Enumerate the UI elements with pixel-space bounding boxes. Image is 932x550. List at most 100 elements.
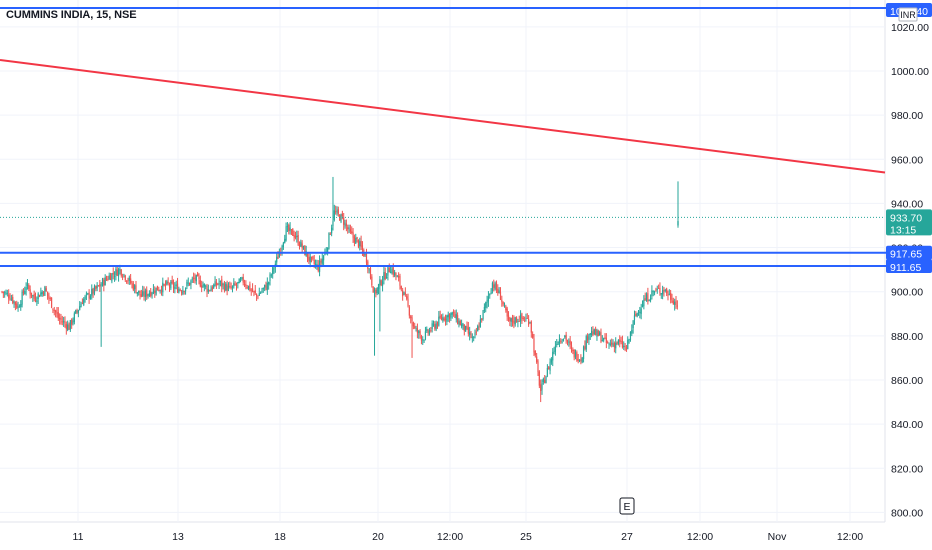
candle-body <box>572 349 574 352</box>
candle-body <box>625 347 628 350</box>
candle-body <box>388 267 390 273</box>
candle-body <box>365 253 368 263</box>
candle-body <box>514 317 516 325</box>
candle-body <box>337 209 339 214</box>
candle-body <box>440 317 443 320</box>
candle-body <box>119 268 121 271</box>
candle-body <box>100 284 102 286</box>
candle-body <box>309 256 311 263</box>
candle-body <box>415 327 417 330</box>
candle-body <box>603 337 605 341</box>
level-badge-text: 911.65 <box>890 262 921 274</box>
candle-body <box>164 283 167 286</box>
candle-body <box>72 320 74 324</box>
candle-body <box>443 318 445 321</box>
candle-body <box>593 329 595 335</box>
candle-body <box>151 293 153 295</box>
candle-body <box>22 290 25 294</box>
candle-body <box>534 350 536 355</box>
candle-body <box>509 317 511 322</box>
candle-body <box>93 286 96 294</box>
currency-box <box>898 7 918 22</box>
candle-body <box>24 290 26 294</box>
candle-body <box>289 227 291 232</box>
candle-body <box>662 289 664 295</box>
candle-body <box>633 315 636 321</box>
candle-body <box>57 312 59 319</box>
candle-body <box>542 378 544 383</box>
candle-body <box>180 291 183 293</box>
candle-body <box>450 313 452 318</box>
candle-body <box>627 339 629 349</box>
candle-body <box>651 290 653 297</box>
candle-body <box>201 285 203 288</box>
x-tick-label: 11 <box>73 531 84 543</box>
candle-body <box>112 272 114 275</box>
candle-body <box>187 282 189 284</box>
candle-body <box>14 301 16 305</box>
candle-body <box>218 282 220 285</box>
candle-body <box>412 322 414 327</box>
trendline <box>0 58 886 174</box>
candle-body <box>507 315 510 320</box>
candle-body <box>316 264 318 266</box>
candle-body <box>219 280 222 283</box>
candle-body <box>379 279 381 286</box>
candle-body <box>652 291 654 293</box>
candle-body <box>166 281 168 285</box>
candle-body <box>524 320 526 322</box>
candle-body <box>364 254 366 256</box>
candle-body <box>1 291 3 293</box>
candle-body <box>253 291 255 292</box>
y-tick-label: 880.00 <box>891 331 923 343</box>
x-tick-label: 13 <box>172 531 184 543</box>
candle-body <box>301 243 303 249</box>
candle-body <box>624 346 626 348</box>
candle-body <box>260 292 262 294</box>
candle-body <box>473 336 475 338</box>
candle-body <box>573 349 575 358</box>
candle-body <box>272 267 274 275</box>
candle-body <box>550 358 552 363</box>
candle-body <box>234 283 236 285</box>
candle-body <box>538 371 540 386</box>
candle-body <box>383 272 385 281</box>
candle-body <box>653 291 656 293</box>
candle-body <box>521 313 523 319</box>
candle-body <box>544 379 546 384</box>
candle-body <box>217 283 219 285</box>
candle-body <box>430 330 432 332</box>
candle-body <box>183 291 185 292</box>
candle-body <box>368 269 370 271</box>
candle-body <box>640 308 642 314</box>
candle-body <box>296 235 298 238</box>
candle-body <box>474 332 476 336</box>
candle-body <box>615 342 617 349</box>
level-badge <box>886 245 932 260</box>
candle-body <box>353 236 356 243</box>
candle-body <box>490 291 492 295</box>
candle-body <box>264 284 266 288</box>
candle-body <box>631 329 633 334</box>
candle-body <box>356 237 358 239</box>
candle-body <box>357 239 360 247</box>
candle-body <box>459 320 461 326</box>
earnings-marker-box <box>619 497 635 515</box>
candle-body <box>28 285 30 289</box>
candle-body <box>285 226 287 241</box>
x-tick-label: 12:00 <box>437 531 463 543</box>
candle-body <box>313 260 315 264</box>
candle-body <box>25 287 27 291</box>
candle-body <box>197 273 199 277</box>
candle-body <box>156 285 159 291</box>
candle-body <box>470 333 472 338</box>
candle-body <box>570 345 573 349</box>
candle-body <box>666 288 668 294</box>
candle-body <box>469 332 471 335</box>
candle-body <box>276 256 278 263</box>
candle-body <box>335 211 337 213</box>
candle-body <box>398 275 400 278</box>
candle-body <box>144 290 146 297</box>
